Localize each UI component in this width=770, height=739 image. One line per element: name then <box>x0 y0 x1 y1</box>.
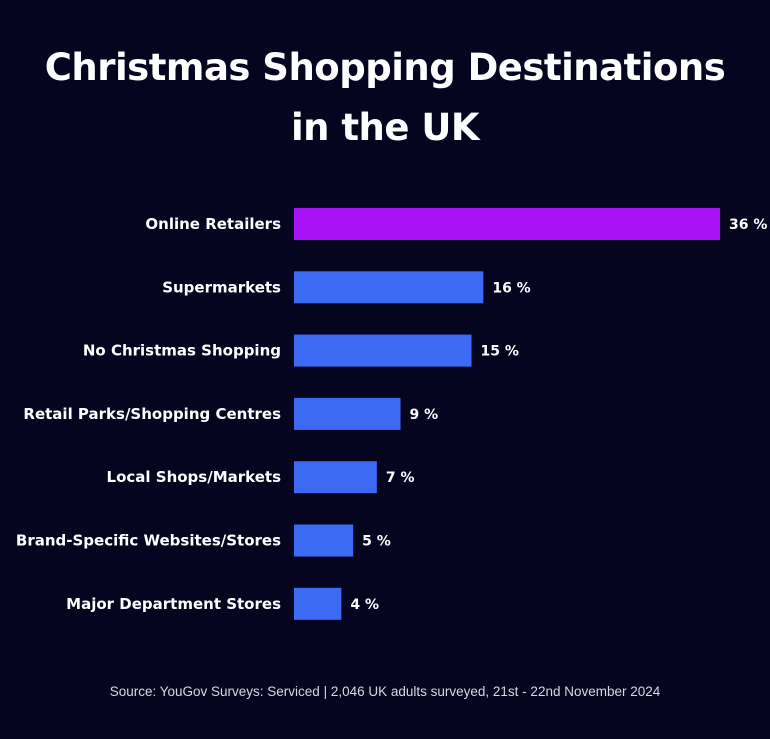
bar-5 <box>294 524 354 557</box>
category-label-1: Supermarkets <box>162 278 281 296</box>
value-label-3: 9 % <box>410 407 439 423</box>
bar-1 <box>294 271 484 304</box>
bar-2 <box>294 334 472 367</box>
category-label-2: No Christmas Shopping <box>83 342 281 360</box>
value-label-1: 16 % <box>492 280 530 296</box>
category-label-6: Major Department Stores <box>66 595 281 613</box>
bar-6 <box>294 587 342 620</box>
value-label-0: 36 % <box>729 217 767 233</box>
category-label-4: Local Shops/Markets <box>107 468 282 486</box>
category-label-5: Brand-Specific Websites/Stores <box>16 532 281 550</box>
bar-chart: Online Retailers 36 % Supermarkets 16 % No C… <box>16 208 767 620</box>
source-note: Source: YouGov Surveys: Serviced | 2,046… <box>109 684 661 699</box>
chart-title: Christmas Shopping Destinations in the U… <box>0 38 770 158</box>
bar-0 <box>294 208 720 240</box>
value-label-6: 4 % <box>350 597 379 613</box>
bar-3 <box>294 397 401 430</box>
bar-4 <box>294 461 377 494</box>
chart-title-line-2: in the UK <box>290 106 480 149</box>
category-label-0: Online Retailers <box>145 215 281 233</box>
value-label-4: 7 % <box>386 470 415 486</box>
value-label-5: 5 % <box>362 534 391 550</box>
chart-title-line-1: Christmas Shopping Destinations <box>44 46 726 89</box>
value-label-2: 15 % <box>481 344 519 360</box>
category-label-3: Retail Parks/Shopping Centres <box>23 405 281 423</box>
